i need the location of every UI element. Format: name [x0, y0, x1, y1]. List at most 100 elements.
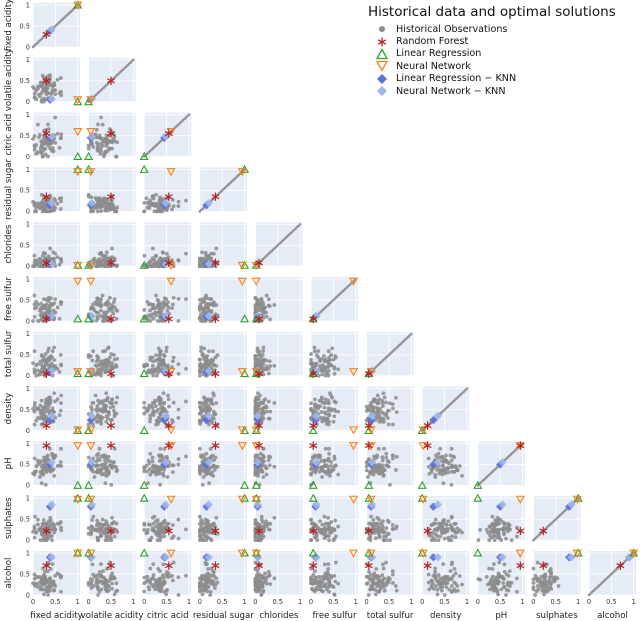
historical-point [32, 258, 37, 263]
panel-sulphates-vs-sulphates [532, 493, 583, 542]
neural-network-marker [251, 368, 261, 377]
historical-point [209, 309, 214, 313]
historical-point [147, 313, 152, 318]
random-forest-marker [107, 129, 115, 138]
panel-residual-sugar-vs-citric-acid [139, 164, 192, 214]
historical-point [93, 363, 98, 368]
historical-point [259, 415, 264, 420]
historical-point [385, 458, 390, 463]
historical-point [386, 422, 391, 427]
historical-point [267, 527, 272, 532]
historical-point [38, 149, 43, 154]
historical-point [322, 367, 327, 372]
historical-point [57, 370, 62, 374]
historical-point [103, 453, 108, 458]
historical-point [110, 397, 114, 402]
historical-point [159, 318, 164, 323]
historical-point [46, 534, 51, 539]
historical-point [93, 393, 98, 398]
historical-point [259, 517, 264, 522]
historical-point [499, 538, 504, 543]
historical-point [377, 397, 382, 402]
historical-point [157, 198, 162, 203]
neural-network-marker [237, 168, 247, 177]
historical-point [199, 345, 203, 350]
x-tick-label: 0.5 [328, 598, 339, 606]
historical-point [151, 521, 156, 526]
historical-point [253, 534, 258, 539]
historical-point [372, 397, 377, 402]
historical-point [327, 451, 331, 456]
historical-point [149, 470, 154, 475]
x-tick-label: 1 [76, 598, 80, 606]
panel-free-sulfur-vs-residual-sugar [197, 277, 250, 324]
historical-point [184, 454, 188, 459]
historical-point [144, 196, 149, 201]
historical-point [155, 419, 160, 424]
historical-point [171, 534, 176, 539]
historical-point [142, 200, 147, 205]
historical-point [202, 346, 207, 351]
y-tick-label: 0.5 [20, 296, 31, 304]
historical-point [385, 579, 390, 584]
panel-total-sulfur-vs-volatile-acidity [84, 331, 136, 378]
historical-point [41, 408, 46, 412]
historical-point [384, 560, 389, 565]
y-tick-label: 0 [26, 43, 30, 51]
historical-point [114, 589, 118, 594]
historical-point [488, 525, 493, 530]
historical-point [326, 522, 331, 526]
historical-point [58, 207, 63, 211]
historical-point [46, 209, 50, 214]
historical-point [267, 416, 272, 421]
historical-point [161, 401, 166, 405]
historical-point [115, 356, 120, 361]
historical-point [111, 203, 116, 208]
x-tick-label: 1 [409, 598, 413, 606]
linear-regression-marker [308, 425, 318, 435]
historical-point [333, 560, 338, 565]
historical-point [57, 521, 62, 526]
historical-point [161, 391, 166, 396]
y-tick-label: 0.5 [20, 570, 31, 578]
historical-point [151, 413, 156, 418]
historical-point [382, 446, 386, 451]
y-tick-label: 0.5 [20, 242, 31, 250]
historical-point [261, 349, 265, 354]
historical-point [36, 258, 40, 263]
historical-point [453, 530, 458, 535]
historical-point [452, 455, 457, 460]
historical-point [104, 204, 109, 209]
historical-point [95, 357, 100, 362]
historical-point [58, 460, 63, 464]
historical-point [199, 264, 203, 269]
historical-point [153, 398, 157, 403]
historical-point [112, 534, 117, 539]
historical-point [496, 528, 501, 533]
historical-point [320, 589, 325, 594]
historical-point [264, 581, 269, 586]
historical-point [59, 401, 63, 405]
historical-point [99, 308, 103, 313]
historical-point [108, 463, 112, 468]
historical-point [268, 317, 273, 322]
historical-point [90, 578, 94, 583]
historical-point [437, 471, 442, 476]
historical-point [254, 404, 259, 409]
historical-point [206, 405, 211, 410]
historical-point [176, 362, 181, 366]
historical-point [316, 373, 321, 378]
random-forest-marker [309, 314, 318, 324]
historical-point [109, 352, 114, 356]
historical-point [44, 360, 49, 365]
historical-point [320, 400, 325, 405]
historical-point [449, 514, 454, 519]
historical-point [53, 297, 58, 302]
historical-point [380, 401, 385, 405]
historical-point [155, 297, 160, 302]
random-forest-marker [164, 369, 173, 378]
historical-point [200, 482, 205, 487]
historical-point [315, 538, 320, 543]
historical-point [261, 581, 265, 585]
historical-point [368, 472, 373, 476]
